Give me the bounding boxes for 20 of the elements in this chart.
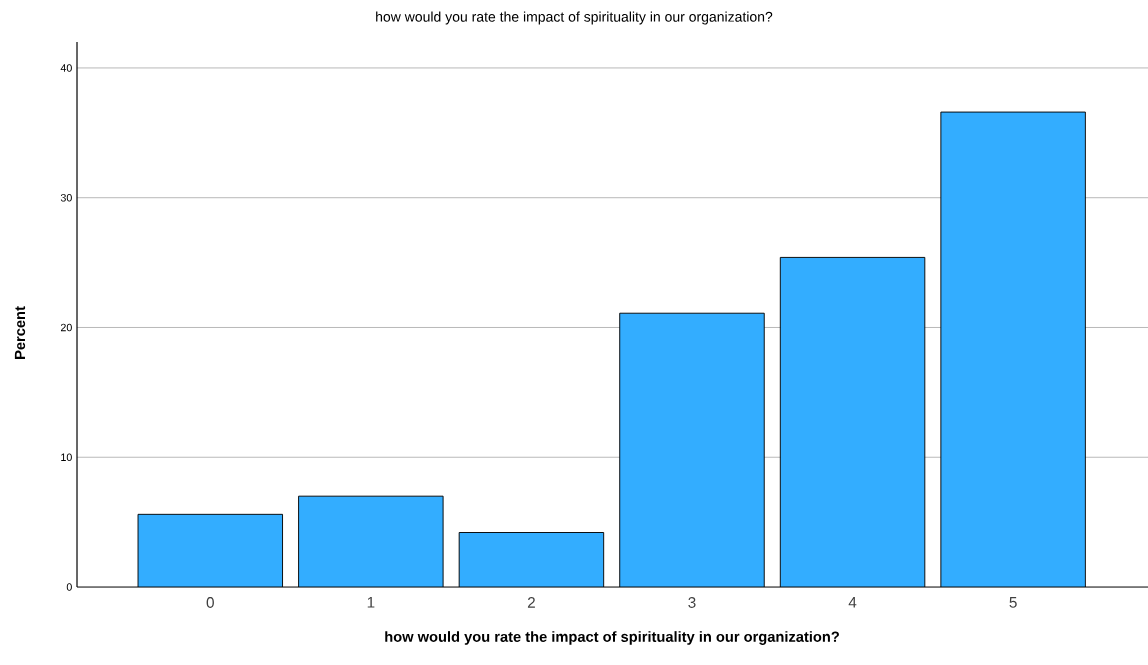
bar	[298, 496, 444, 587]
x-tick-label: 4	[848, 597, 857, 608]
x-axis-title: how would you rate the impact of spirituality in our organization?	[385, 631, 839, 645]
bar	[940, 111, 1086, 587]
x-tick-label: 2	[527, 597, 535, 608]
bar	[780, 257, 925, 587]
chart-title: how would you rate the impact of spirituality in our organization?	[376, 11, 773, 25]
y-tick-label: 10	[61, 453, 72, 462]
y-axis-title: Percent	[14, 306, 26, 359]
x-tick-label: 1	[367, 597, 375, 608]
bar	[138, 514, 283, 587]
x-tick-label: 3	[688, 597, 696, 608]
y-tick-label: 30	[60, 193, 72, 202]
bar	[459, 532, 604, 587]
x-tick-label: 0	[206, 597, 214, 608]
y-tick-label: 0	[66, 583, 72, 591]
bar	[619, 313, 765, 587]
y-tick-label: 20	[60, 323, 72, 332]
x-tick-label: 5	[1009, 597, 1017, 608]
y-tick-label: 40	[60, 64, 72, 72]
